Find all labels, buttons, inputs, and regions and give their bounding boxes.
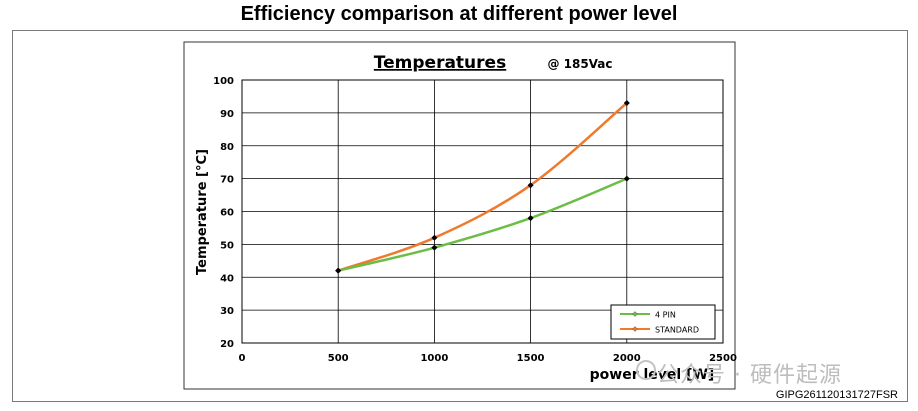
chart-title: Temperatures [374,53,506,73]
data-point-standard [527,182,534,189]
y-tick-label: 60 [220,208,234,219]
figure-frame [12,30,908,402]
x-tick-label: 500 [328,353,349,364]
legend-label: STANDARD [655,326,699,335]
y-tick-label: 90 [220,109,234,120]
y-axis-label: Temperature [°C] [195,149,210,275]
legend-label: 4 PIN [655,311,676,320]
page-title: Efficiency comparison at different power… [240,3,678,25]
watermark: 公众号 · 硬件起源 [657,363,842,388]
data-point-4-pin [527,215,534,222]
y-tick-label: 70 [220,175,234,186]
data-point-standard [431,234,438,241]
x-tick-label: 1000 [420,353,448,364]
figure-code: GIPG261120131727FSR [775,389,898,401]
data-point-4-pin [623,175,630,182]
chart-subtitle: @ 185Vac [547,57,612,71]
series-line-4-pin [337,177,628,272]
y-tick-label: 50 [220,240,234,251]
x-tick-label: 0 [239,353,246,364]
legend-marker [632,311,638,317]
wechat-icon [636,360,656,380]
y-tick-label: 80 [220,142,234,153]
y-tick-label: 20 [220,339,234,350]
series-line-standard [337,102,628,272]
data-point-standard [623,100,630,107]
x-tick-label: 2500 [709,353,737,364]
y-tick-label: 40 [220,273,234,284]
data-point-standard [335,267,342,274]
x-tick-label: 1500 [517,353,545,364]
legend-box [610,304,716,340]
legend: 4 PIN STANDARD [610,304,716,340]
data-point-4-pin [431,244,438,251]
y-tick-label: 30 [220,306,234,317]
y-tick-label: 100 [213,76,234,87]
x-tick-label: 2000 [613,353,641,364]
legend-marker [632,326,638,332]
